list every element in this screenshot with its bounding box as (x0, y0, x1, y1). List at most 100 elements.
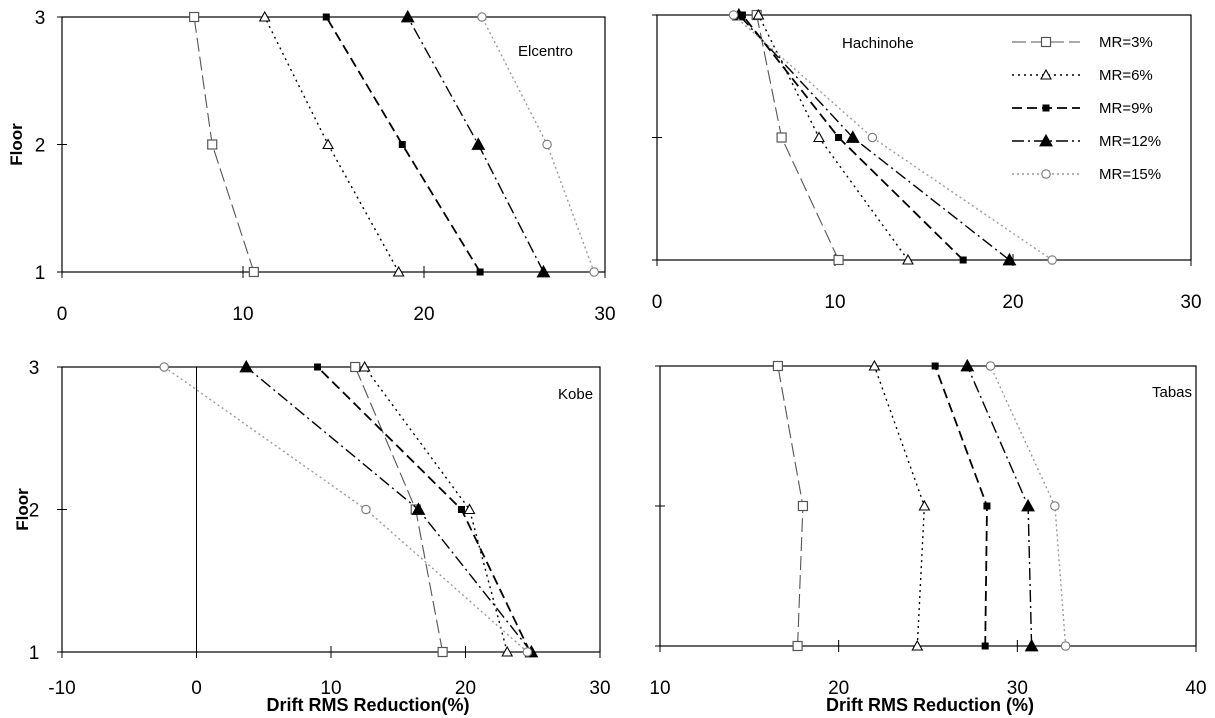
y-tick-label: 1 (35, 263, 46, 284)
data-point (752, 8, 765, 20)
data-point (522, 647, 533, 657)
series-line (364, 366, 508, 653)
panel-2: 0 10 20 30 Hachinohe (652, 7, 1202, 313)
data-point (477, 12, 487, 22)
y-tick-label: 3 (29, 358, 40, 379)
series-MR=9% (931, 362, 991, 650)
x-tick-label: 0 (191, 678, 202, 699)
data-point (868, 359, 881, 371)
x-tick-label: 20 (828, 678, 849, 699)
legend-item: MR=12% (1012, 133, 1161, 150)
legend-item: MR=3% (1012, 34, 1153, 51)
series-line (245, 366, 532, 653)
data-point (542, 139, 552, 150)
data-point (457, 506, 465, 513)
x-axis-label: Drift RMS Reduction(%) (267, 695, 470, 715)
data-point (960, 358, 975, 372)
data-point (902, 253, 914, 265)
legend-marker (1040, 68, 1052, 80)
data-point (239, 359, 254, 373)
x-tick-label: 30 (589, 678, 610, 699)
panel-title: Tabas (1152, 384, 1192, 401)
panel-4: 10 20 30 40 Drift RMS Reduction (%) Tabas (649, 358, 1207, 715)
data-point (322, 13, 330, 21)
series-MR=12% (960, 358, 1039, 652)
series-line (193, 16, 255, 273)
plot-frame (659, 365, 1197, 647)
data-point (398, 141, 406, 148)
panel-3: -10 0 10 20 30 1 2 3 Floor Drift RMS Reduction(%)… (13, 358, 611, 715)
series-line (264, 16, 400, 273)
legend-marker (1040, 36, 1052, 48)
panel-title: Hachinohe (842, 35, 914, 52)
data-point (471, 137, 486, 150)
data-point (392, 265, 405, 277)
series-MR=6% (868, 359, 931, 651)
series-MR=9% (322, 13, 484, 276)
data-point (792, 640, 803, 652)
series-line (873, 365, 926, 647)
data-point (463, 503, 476, 515)
data-point (985, 361, 996, 371)
y-tick-label: 2 (29, 501, 40, 522)
x-tick-label: 40 (1185, 678, 1206, 699)
data-point (189, 11, 200, 23)
data-point (931, 362, 939, 370)
legend-marker (1041, 169, 1051, 179)
x-tick-label: 0 (57, 304, 68, 325)
series-MR=12% (239, 359, 539, 658)
legend-item: MR=15% (1012, 166, 1161, 183)
data-point (911, 639, 924, 651)
series-line (325, 16, 481, 273)
series-MR=9% (314, 363, 534, 656)
data-point (1050, 501, 1060, 511)
data-point (248, 266, 259, 278)
x-tick-label: 30 (1180, 292, 1201, 313)
data-point (1002, 252, 1017, 266)
data-point (845, 130, 860, 143)
data-point (350, 361, 361, 373)
data-point (361, 504, 371, 515)
data-point (1047, 255, 1057, 265)
legend-item: MR=6% (1012, 67, 1153, 84)
series-MR=15% (985, 361, 1071, 651)
x-axis-label: Drift RMS Reduction (%) (826, 695, 1034, 715)
data-point (728, 10, 739, 20)
data-point (981, 642, 989, 650)
data-point (314, 363, 322, 371)
data-point (813, 131, 825, 143)
legend-label: MR=3% (1099, 34, 1153, 51)
series-MR=3% (772, 360, 809, 652)
x-tick-label: 20 (1002, 292, 1023, 313)
series-MR=15% (728, 10, 1057, 265)
data-point (411, 502, 426, 515)
data-point (833, 254, 844, 266)
series-MR=12% (400, 9, 551, 278)
data-point (437, 646, 448, 658)
series-line (966, 365, 1033, 647)
legend-marker (1039, 133, 1053, 147)
data-point (983, 502, 991, 510)
x-tick-label: 10 (649, 678, 670, 699)
panel-1: 0 10 20 30 1 2 3 Floor Elcentro (7, 8, 616, 325)
series-line (934, 365, 988, 647)
series-MR=6% (358, 360, 514, 657)
data-point (1060, 641, 1071, 651)
x-tick-label: 10 (232, 304, 253, 325)
legend-label: MR=6% (1099, 67, 1153, 84)
x-tick-label: 10 (824, 292, 845, 313)
series-MR=6% (258, 10, 405, 277)
data-point (589, 267, 599, 277)
x-tick-label: 20 (455, 678, 476, 699)
x-tick-label: 0 (652, 292, 663, 313)
x-tick-label: 30 (1007, 678, 1028, 699)
legend: MR=3% MR=6% MR=9% MR=12% MR=15% (1012, 34, 1161, 183)
data-point (476, 268, 484, 276)
data-point (1021, 498, 1035, 512)
series-MR=3% (751, 9, 844, 266)
data-point (258, 10, 271, 22)
series-line (733, 14, 1053, 261)
legend-label: MR=12% (1099, 133, 1161, 150)
x-tick-label: 30 (594, 304, 615, 325)
y-tick-label: 1 (29, 643, 40, 664)
